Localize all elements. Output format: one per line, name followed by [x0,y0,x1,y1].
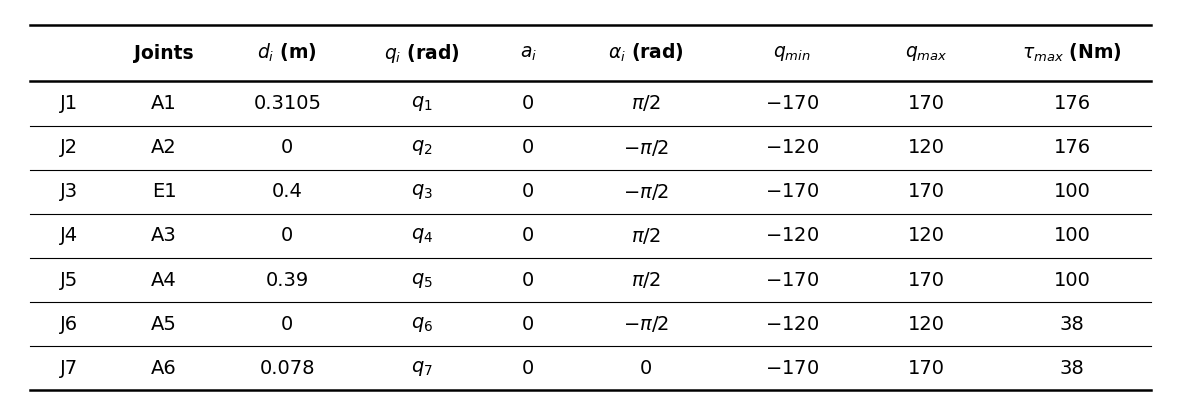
Text: $-\pi/2$: $-\pi/2$ [623,314,669,334]
Text: $d_i$ (m): $d_i$ (m) [257,42,317,64]
Text: $q_6$: $q_6$ [411,315,433,334]
Text: 38: 38 [1060,315,1084,334]
Text: 176: 176 [1054,94,1090,113]
Text: 0: 0 [281,315,294,334]
Text: $q_i$ (rad): $q_i$ (rad) [385,42,459,65]
Text: $q_5$: $q_5$ [411,270,433,290]
Text: 170: 170 [907,182,945,201]
Text: $\pi/2$: $\pi/2$ [631,93,661,113]
Text: 38: 38 [1060,359,1084,378]
Text: $q_{min}$: $q_{min}$ [773,44,811,62]
Text: $-$170: $-$170 [765,94,819,113]
Text: 0: 0 [523,226,535,245]
Text: $-$120: $-$120 [765,315,819,334]
Text: 100: 100 [1054,226,1090,245]
Text: $-$120: $-$120 [765,138,819,157]
Text: 176: 176 [1054,138,1090,157]
Text: $-\pi/2$: $-\pi/2$ [623,138,669,157]
Text: $\alpha_i$ (rad): $\alpha_i$ (rad) [608,42,684,64]
Text: $-$170: $-$170 [765,359,819,378]
Text: 120: 120 [907,226,945,245]
Text: 0: 0 [523,138,535,157]
Text: $q_1$: $q_1$ [411,94,433,113]
Text: 0: 0 [523,315,535,334]
Text: 0.3105: 0.3105 [254,94,321,113]
Text: E1: E1 [152,182,176,201]
Text: $q_3$: $q_3$ [411,182,433,201]
Text: 0: 0 [281,226,294,245]
Text: $-\pi/2$: $-\pi/2$ [623,182,669,202]
Text: 170: 170 [907,94,945,113]
Text: J1: J1 [60,94,78,113]
Text: 0.078: 0.078 [260,359,315,378]
Text: $q_2$: $q_2$ [411,138,433,157]
Text: 100: 100 [1054,182,1090,201]
Text: $q_4$: $q_4$ [411,226,433,245]
Text: $a_i$: $a_i$ [520,44,537,62]
Text: J3: J3 [60,182,78,201]
Text: 0: 0 [523,182,535,201]
Text: 0: 0 [523,270,535,290]
Text: A1: A1 [151,94,177,113]
Text: J7: J7 [60,359,78,378]
Text: 170: 170 [907,359,945,378]
Text: $\pi/2$: $\pi/2$ [631,270,661,290]
Text: $-$170: $-$170 [765,182,819,201]
Text: A5: A5 [151,315,177,334]
Text: 0: 0 [523,359,535,378]
Text: 0.39: 0.39 [266,270,309,290]
Text: 0: 0 [523,94,535,113]
Text: $\pi/2$: $\pi/2$ [631,226,661,246]
Text: 170: 170 [907,270,945,290]
Text: 0: 0 [640,359,653,378]
Text: J4: J4 [60,226,78,245]
Text: 0.4: 0.4 [271,182,303,201]
Text: A6: A6 [151,359,177,378]
Text: A4: A4 [151,270,177,290]
Text: $q_{max}$: $q_{max}$ [905,44,948,62]
Text: 100: 100 [1054,270,1090,290]
Text: 0: 0 [281,138,294,157]
Text: $q_7$: $q_7$ [411,359,433,378]
Text: J2: J2 [60,138,78,157]
Text: J5: J5 [60,270,78,290]
Text: 120: 120 [907,315,945,334]
Text: Joints: Joints [135,44,194,62]
Text: J6: J6 [60,315,78,334]
Text: $-$170: $-$170 [765,270,819,290]
Text: A3: A3 [151,226,177,245]
Text: 120: 120 [907,138,945,157]
Text: A2: A2 [151,138,177,157]
Text: $-$120: $-$120 [765,226,819,245]
Text: $\tau_{max}$ (Nm): $\tau_{max}$ (Nm) [1022,42,1122,64]
